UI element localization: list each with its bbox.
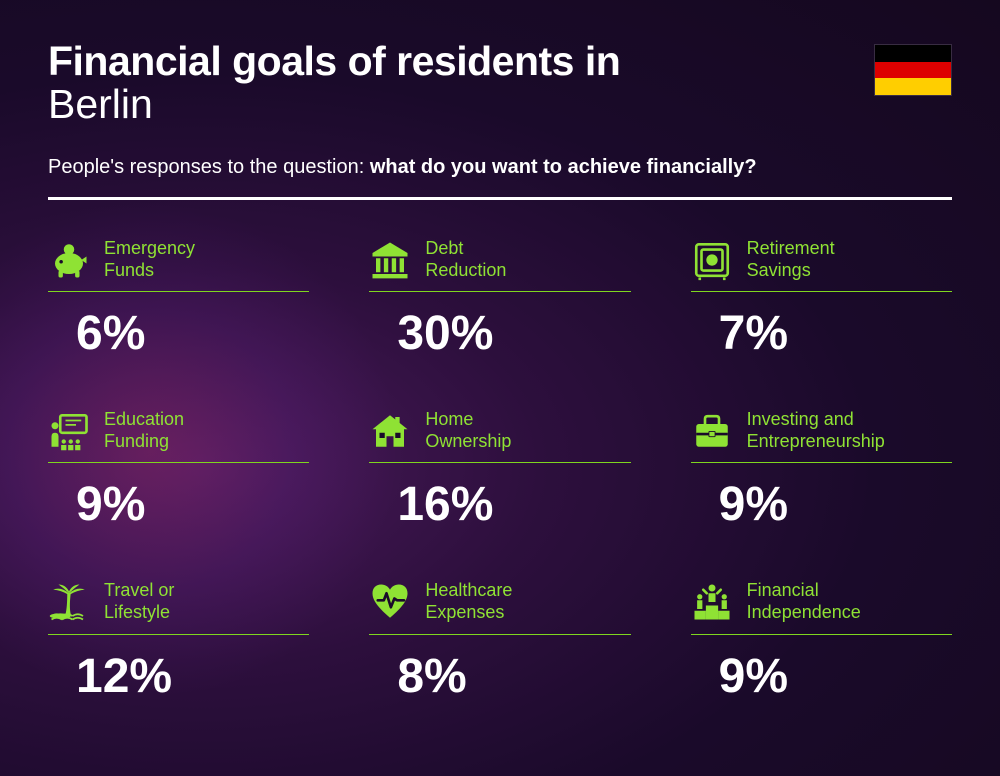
item-label: EmergencyFunds bbox=[104, 238, 195, 281]
flag-stripe bbox=[875, 62, 951, 79]
item-head: HealthcareExpenses bbox=[369, 580, 630, 634]
item-healthcare-expenses: HealthcareExpenses 8% bbox=[369, 580, 630, 703]
heart-pulse-icon bbox=[369, 581, 411, 623]
item-debt-reduction: DebtReduction 30% bbox=[369, 238, 630, 361]
item-value: 30% bbox=[397, 306, 630, 361]
item-value: 12% bbox=[76, 649, 309, 704]
item-head: EducationFunding bbox=[48, 409, 309, 463]
item-value: 9% bbox=[719, 649, 952, 704]
bank-icon bbox=[369, 239, 411, 281]
item-label: Travel orLifestyle bbox=[104, 580, 174, 623]
item-home-ownership: HomeOwnership 16% bbox=[369, 409, 630, 532]
item-head: HomeOwnership bbox=[369, 409, 630, 463]
items-grid: EmergencyFunds 6% DebtReduction 30% Reti… bbox=[48, 238, 952, 704]
item-value: 6% bbox=[76, 306, 309, 361]
item-head: Investing andEntrepreneurship bbox=[691, 409, 952, 463]
podium-icon bbox=[691, 581, 733, 623]
item-head: DebtReduction bbox=[369, 238, 630, 292]
presentation-icon bbox=[48, 410, 90, 452]
item-value: 7% bbox=[719, 306, 952, 361]
item-value: 9% bbox=[76, 477, 309, 532]
item-value: 16% bbox=[397, 477, 630, 532]
divider bbox=[48, 197, 952, 200]
flag-stripe bbox=[875, 45, 951, 62]
item-education-funding: EducationFunding 9% bbox=[48, 409, 309, 532]
item-label: HomeOwnership bbox=[425, 409, 511, 452]
title-line1: Financial goals of residents in bbox=[48, 38, 952, 85]
subtitle-prefix: People's responses to the question: bbox=[48, 156, 370, 178]
item-label: HealthcareExpenses bbox=[425, 580, 512, 623]
title-line2: Berlin bbox=[48, 81, 952, 128]
item-value: 8% bbox=[397, 649, 630, 704]
item-emergency-funds: EmergencyFunds 6% bbox=[48, 238, 309, 361]
germany-flag-icon bbox=[874, 44, 952, 96]
item-investing: Investing andEntrepreneurship 9% bbox=[691, 409, 952, 532]
piggy-bank-icon bbox=[48, 239, 90, 281]
briefcase-icon bbox=[691, 410, 733, 452]
item-value: 9% bbox=[719, 477, 952, 532]
item-financial-independence: FinancialIndependence 9% bbox=[691, 580, 952, 703]
item-retirement-savings: RetirementSavings 7% bbox=[691, 238, 952, 361]
item-travel-lifestyle: Travel orLifestyle 12% bbox=[48, 580, 309, 703]
palm-icon bbox=[48, 581, 90, 623]
item-label: DebtReduction bbox=[425, 238, 506, 281]
item-head: FinancialIndependence bbox=[691, 580, 952, 634]
item-label: RetirementSavings bbox=[747, 238, 835, 281]
item-head: RetirementSavings bbox=[691, 238, 952, 292]
safe-icon bbox=[691, 239, 733, 281]
item-label: EducationFunding bbox=[104, 409, 184, 452]
house-icon bbox=[369, 410, 411, 452]
item-label: FinancialIndependence bbox=[747, 580, 861, 623]
subtitle-bold: what do you want to achieve financially? bbox=[370, 156, 757, 178]
flag-stripe bbox=[875, 78, 951, 95]
subtitle: People's responses to the question: what… bbox=[48, 156, 952, 179]
item-head: Travel orLifestyle bbox=[48, 580, 309, 634]
header: Financial goals of residents in Berlin P… bbox=[48, 38, 952, 200]
item-head: EmergencyFunds bbox=[48, 238, 309, 292]
item-label: Investing andEntrepreneurship bbox=[747, 409, 885, 452]
